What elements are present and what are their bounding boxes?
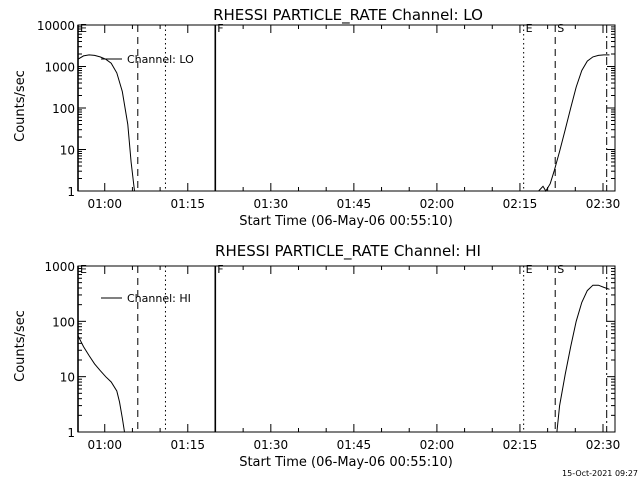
x-tick-label-hi: 02:15 — [503, 438, 538, 452]
x-tick-label-lo: 01:00 — [87, 197, 122, 211]
series-hi — [77, 284, 610, 433]
ticks-lo: 1 10 100 1000 10000 01:00 01:15 01:30 01:45 02:00… — [37, 19, 620, 211]
y-axis-label-hi: Counts/sec — [13, 310, 28, 382]
panel-hi: RHESSI PARTICLE_RATE Channel: HI Counts/… — [13, 242, 620, 470]
x-tick-label-lo: 02:00 — [420, 197, 455, 211]
event-marker-label-lo: E — [526, 22, 533, 35]
event-marker-label-hi: S — [557, 263, 564, 276]
y-tick-label-lo: 1 — [67, 185, 75, 199]
x-tick-label-lo: 02:30 — [586, 197, 621, 211]
y-tick-label-hi: 100 — [52, 315, 75, 329]
ticks-hi: 1 10 100 1000 01:00 01:15 01:30 01:45 02:00 02:15… — [44, 260, 620, 452]
plot-frame-lo — [77, 24, 616, 192]
x-tick-label-lo: 01:15 — [170, 197, 205, 211]
y-tick-label-lo: 100 — [52, 102, 75, 116]
event-marker-label-hi: E — [526, 263, 533, 276]
series-lo — [77, 54, 610, 192]
chart-title-lo: RHESSI PARTICLE_RATE Channel: LO — [213, 6, 483, 25]
x-tick-label-hi: 01:15 — [170, 438, 205, 452]
series-line-lo — [77, 54, 135, 192]
y-tick-label-hi: 1000 — [44, 260, 75, 274]
x-tick-label-hi: 02:30 — [586, 438, 621, 452]
y-axis-label-lo: Counts/sec — [13, 70, 28, 142]
y-tick-label-hi: 10 — [60, 371, 75, 385]
series-line-lo — [538, 54, 610, 192]
legend-label-lo: Channel: LO — [127, 53, 194, 66]
series-line-hi — [77, 335, 125, 433]
x-tick-label-hi: 01:45 — [337, 438, 372, 452]
x-tick-label-lo: 01:30 — [254, 197, 289, 211]
plot-frame-hi — [77, 265, 616, 433]
panel-lo: RHESSI PARTICLE_RATE Channel: LO Counts/… — [13, 6, 620, 229]
x-tick-label-hi: 02:00 — [420, 438, 455, 452]
x-tick-label-lo: 01:45 — [337, 197, 372, 211]
event-marker-label-lo: F — [217, 22, 223, 35]
series-line-hi — [556, 284, 610, 433]
y-tick-label-lo: 1000 — [44, 61, 75, 75]
y-tick-label-hi: 1 — [67, 426, 75, 440]
x-tick-label-hi: 01:30 — [254, 438, 289, 452]
y-tick-label-lo: 10 — [60, 144, 75, 158]
timestamp-footer: 15-Oct-2021 09:27 — [562, 469, 638, 478]
event-marker-label-lo: S — [557, 22, 564, 35]
legend-hi: Channel: HI — [101, 292, 191, 305]
x-axis-label-hi: Start Time (06-May-06 00:55:10) — [239, 455, 453, 470]
x-tick-label-lo: 02:15 — [503, 197, 538, 211]
legend-lo: Channel: LO — [101, 53, 194, 66]
chart-title-hi: RHESSI PARTICLE_RATE Channel: HI — [215, 242, 481, 261]
legend-label-hi: Channel: HI — [127, 292, 191, 305]
event-marker-label-hi: E — [80, 263, 87, 276]
x-axis-label-lo: Start Time (06-May-06 00:55:10) — [239, 214, 453, 229]
event-marker-label-hi: F — [217, 263, 223, 276]
y-tick-label-lo: 10000 — [37, 19, 75, 33]
x-tick-label-hi: 01:00 — [87, 438, 122, 452]
event-marker-label-lo: E — [80, 22, 87, 35]
